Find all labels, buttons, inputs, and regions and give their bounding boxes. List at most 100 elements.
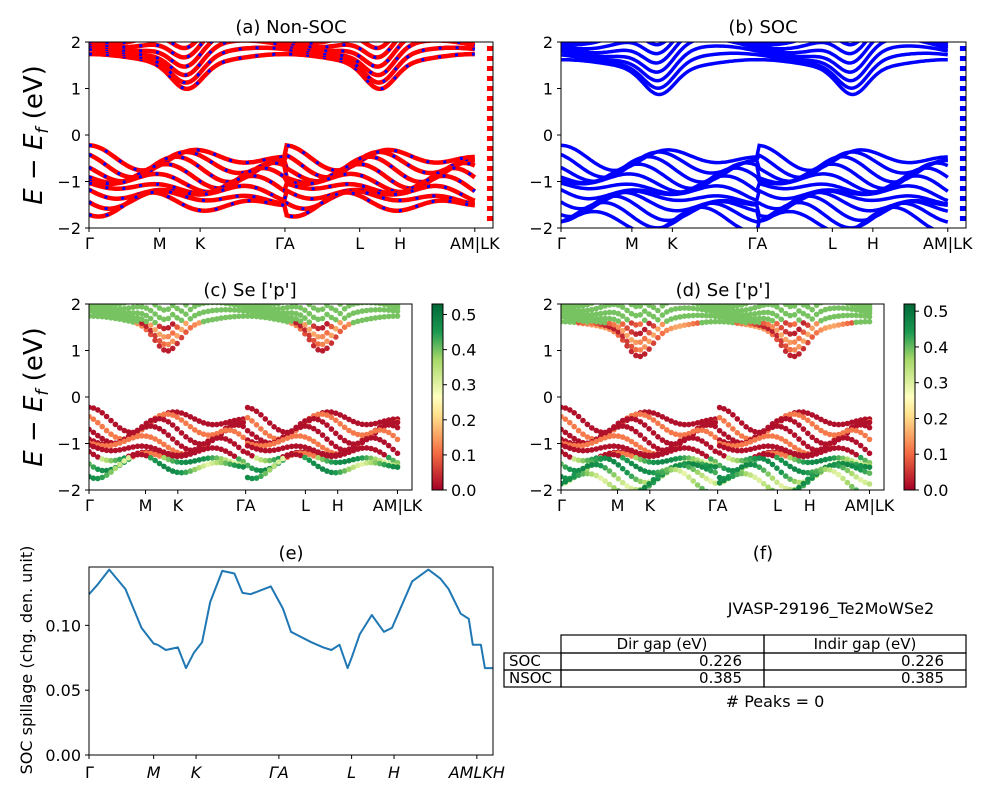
- projected-state-dot: [835, 421, 842, 428]
- projected-state-dot: [849, 298, 855, 304]
- projected-state-dot: [346, 449, 352, 456]
- projected-state-dot: [752, 437, 758, 443]
- projected-state-dot: [756, 319, 763, 326]
- projected-state-dot: [646, 481, 652, 487]
- projected-state-dot: [139, 304, 145, 310]
- projected-state-dot: [778, 483, 785, 489]
- projected-state-dot: [681, 322, 688, 329]
- projected-state-dot: [619, 328, 626, 334]
- projected-state-dot: [302, 315, 308, 321]
- projected-state-dot: [310, 415, 317, 422]
- projected-state-dot: [809, 306, 815, 313]
- projected-state-dot: [615, 329, 622, 335]
- projected-state-dot: [796, 304, 802, 306]
- projected-state-dot: [853, 451, 859, 458]
- projected-state-dot: [95, 298, 101, 304]
- projected-state-dot: [147, 417, 154, 424]
- projected-state-dot: [716, 404, 723, 411]
- projected-state-dot: [849, 427, 855, 433]
- projected-state-dot: [734, 447, 741, 454]
- projected-state-dot: [655, 452, 661, 459]
- projected-state-dot: [597, 462, 604, 469]
- projected-state-dot: [355, 431, 361, 438]
- projected-state-dot: [117, 456, 123, 463]
- projected-state-dot: [134, 451, 141, 458]
- projected-state-dot: [597, 304, 604, 311]
- projected-state-dot: [394, 313, 401, 319]
- projected-state-dot: [809, 434, 815, 441]
- projected-state-dot: [562, 416, 569, 423]
- projected-state-dot: [103, 457, 110, 464]
- projected-state-dot: [849, 470, 855, 477]
- projected-state-dot: [809, 472, 815, 479]
- projected-state-dot: [90, 429, 97, 436]
- projected-state-dot: [862, 432, 868, 439]
- projected-state-dot: [774, 450, 780, 457]
- k-tick-label: L: [773, 496, 782, 515]
- projected-state-dot: [857, 477, 864, 483]
- projected-state-dot: [778, 416, 785, 422]
- projected-state-dot: [703, 428, 710, 435]
- projected-state-dot: [196, 448, 202, 454]
- projected-state-dot: [152, 451, 158, 458]
- panel-title-a: (a) Non-SOC: [235, 17, 346, 38]
- projected-state-dot: [156, 453, 163, 459]
- projected-state-dot: [337, 452, 344, 459]
- projected-state-dot: [730, 457, 736, 463]
- projected-state-dot: [90, 405, 97, 411]
- soc-band-line: [561, 44, 949, 83]
- edge-band-segment: [959, 206, 966, 211]
- projected-state-dot: [240, 464, 246, 470]
- projected-state-dot: [108, 431, 114, 438]
- k-tick-label: Γ: [85, 234, 94, 253]
- projected-state-dot: [796, 436, 802, 442]
- projected-state-dot: [385, 454, 392, 461]
- projected-state-dot: [659, 437, 666, 443]
- projected-state-dot: [200, 304, 207, 307]
- projected-state-dot: [231, 307, 238, 313]
- projected-state-dot: [144, 297, 150, 303]
- projected-state-dot: [782, 425, 789, 432]
- k-tick-label: H: [332, 496, 344, 515]
- projected-state-dot: [222, 304, 229, 307]
- projected-state-dot: [310, 331, 317, 337]
- projected-state-dot: [703, 475, 710, 482]
- projected-state-dot: [200, 441, 207, 447]
- projected-state-dot: [218, 456, 224, 462]
- projected-state-dot: [712, 419, 718, 426]
- projected-state-dot: [200, 318, 207, 325]
- projected-state-dot: [774, 423, 780, 429]
- projected-state-dot: [611, 472, 617, 478]
- projected-state-dot: [765, 321, 771, 328]
- edge-band-segment: [486, 166, 493, 171]
- projected-state-dot: [646, 440, 652, 446]
- projected-state-dot: [240, 419, 246, 426]
- projected-state-dot: [346, 304, 352, 309]
- projected-state-dot: [165, 306, 172, 313]
- projected-state-dot: [637, 353, 644, 360]
- projected-state-dot: [178, 326, 185, 333]
- projected-state-dot: [372, 435, 379, 442]
- projected-state-dot: [602, 444, 608, 450]
- projected-state-dot: [686, 321, 692, 328]
- projected-state-dot: [637, 347, 644, 353]
- projected-state-dot: [86, 298, 92, 304]
- projected-state-dot: [580, 307, 586, 314]
- projected-state-dot: [721, 477, 727, 484]
- projected-state-dot: [196, 304, 202, 308]
- projected-state-dot: [725, 455, 732, 461]
- projected-state-dot: [597, 315, 604, 322]
- projected-state-dot: [196, 444, 202, 450]
- projected-state-dot: [694, 420, 701, 426]
- edge-band-segment: [486, 116, 493, 121]
- projected-state-dot: [778, 332, 785, 338]
- projected-state-dot: [302, 450, 308, 457]
- projected-state-dot: [125, 305, 132, 311]
- projected-state-dot: [765, 309, 771, 316]
- projected-state-dot: [363, 445, 370, 451]
- projected-state-dot: [315, 341, 321, 347]
- projected-state-dot: [637, 330, 644, 337]
- projected-state-dot: [791, 456, 798, 463]
- projected-state-dot: [844, 305, 851, 312]
- projected-state-dot: [302, 454, 308, 461]
